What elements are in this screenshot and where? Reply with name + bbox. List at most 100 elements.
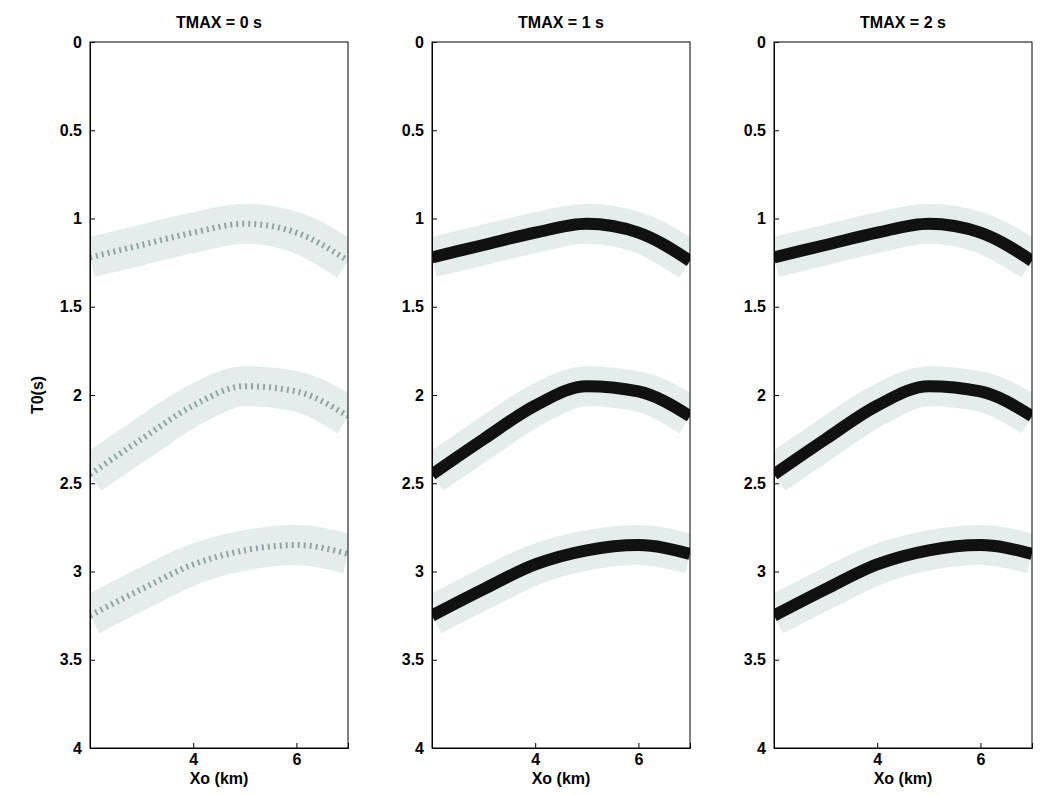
y-tick-label: 0 [757,34,766,51]
y-tick-mark [774,219,779,220]
y-tick: 0 [757,34,779,51]
x-tick-label: 4 [189,751,198,768]
y-tick-mark [774,483,779,484]
y-tick: 1 [73,210,95,227]
y-tick: 2.5 [60,475,95,492]
y-tick-mark [90,219,95,220]
y-tick: 1 [415,210,437,227]
y-axis-line [91,43,96,749]
y-tick-mark [774,307,779,308]
y-axis-line [775,43,780,749]
y-tick: 0 [415,34,437,51]
x-tick-mark [193,743,194,748]
reflection-event [90,224,348,261]
figure: 00.511.522.533.5446TMAX = 0 sXo (km)T0(s… [0,0,1050,796]
reflection-event [90,386,348,474]
x-axis-line [775,743,1033,749]
y-tick-mark [90,42,95,43]
y-tick: 2 [73,387,95,404]
y-tick-label: 0 [73,34,82,51]
event-halo [90,224,348,261]
y-axis: 00.511.522.533.54 [60,34,95,757]
reflection-event [774,545,1032,616]
marks [432,224,690,616]
reflection-event [774,224,1032,261]
y-tick-mark [432,307,437,308]
plot-background [432,42,690,748]
x-axis-title: Xo (km) [532,770,591,787]
y-tick-mark [774,395,779,396]
y-tick-mark [90,483,95,484]
marks [90,224,348,616]
y-tick-label: 2.5 [744,475,766,492]
event-halo [432,386,690,474]
reflection-event [432,545,690,616]
y-tick: 0.5 [744,122,779,139]
y-tick-label: 3 [415,563,424,580]
y-tick-label: 2.5 [60,475,82,492]
y-tick: 1.5 [744,298,779,315]
x-axis-title: Xo (km) [190,770,249,787]
x-tick-label: 4 [873,751,882,768]
x-tick-label: 6 [292,751,301,768]
y-tick-label: 3.5 [744,651,766,668]
y-tick-label: 3.5 [402,651,424,668]
y-tick-label: 3.5 [60,651,82,668]
x-tick-mark [638,743,639,748]
y-tick-mark [774,572,779,573]
x-tick-mark [877,743,878,748]
event-halo [432,224,690,261]
y-tick-label: 1 [415,210,424,227]
y-tick: 2.5 [402,475,437,492]
plot-frame [432,42,690,748]
y-tick-label: 4 [415,740,424,757]
x-axis: 46 [433,743,691,768]
y-tick-mark [90,395,95,396]
x-axis-line [91,743,349,749]
y-tick-mark [432,572,437,573]
y-tick-label: 0.5 [60,122,82,139]
y-tick-mark [432,130,437,131]
x-tick-mark [980,743,981,748]
y-tick-label: 1 [73,210,82,227]
y-tick-label: 2 [73,387,82,404]
panel: 00.511.522.533.5446TMAX = 2 sXo (km) [744,14,1033,787]
y-tick-mark [90,572,95,573]
y-tick-label: 3 [73,563,82,580]
reflection-event [432,224,690,261]
y-tick: 3 [757,563,779,580]
x-axis: 46 [91,743,349,768]
x-axis-line [433,743,691,749]
x-tick-label: 6 [976,751,985,768]
x-tick: 6 [976,743,985,768]
y-tick-mark [90,130,95,131]
event-halo [90,545,348,616]
panel: 00.511.522.533.5446TMAX = 0 sXo (km)T0(s… [29,14,349,787]
x-tick-mark [535,743,536,748]
y-tick-label: 2 [415,387,424,404]
y-tick: 3.5 [402,651,437,668]
y-tick: 2 [757,387,779,404]
x-tick: 4 [531,743,540,768]
y-tick-label: 3 [757,563,766,580]
y-axis: 00.511.522.533.54 [402,34,437,757]
reflection-event [90,545,348,616]
x-tick: 6 [634,743,643,768]
y-tick-label: 1.5 [60,298,82,315]
event-halo [774,224,1032,261]
x-tick: 4 [189,743,198,768]
y-tick-label: 1.5 [402,298,424,315]
event-halo [774,545,1032,616]
panel-title: TMAX = 0 s [176,14,262,31]
y-tick-label: 1.5 [744,298,766,315]
y-tick-label: 4 [757,740,766,757]
y-tick: 0.5 [60,122,95,139]
y-tick-mark [432,395,437,396]
y-tick-label: 2 [757,387,766,404]
y-tick-mark [432,483,437,484]
panel-title: TMAX = 1 s [518,14,604,31]
y-tick-mark [90,307,95,308]
y-tick-mark [774,660,779,661]
plot-frame [90,42,348,748]
x-tick-mark [296,743,297,748]
